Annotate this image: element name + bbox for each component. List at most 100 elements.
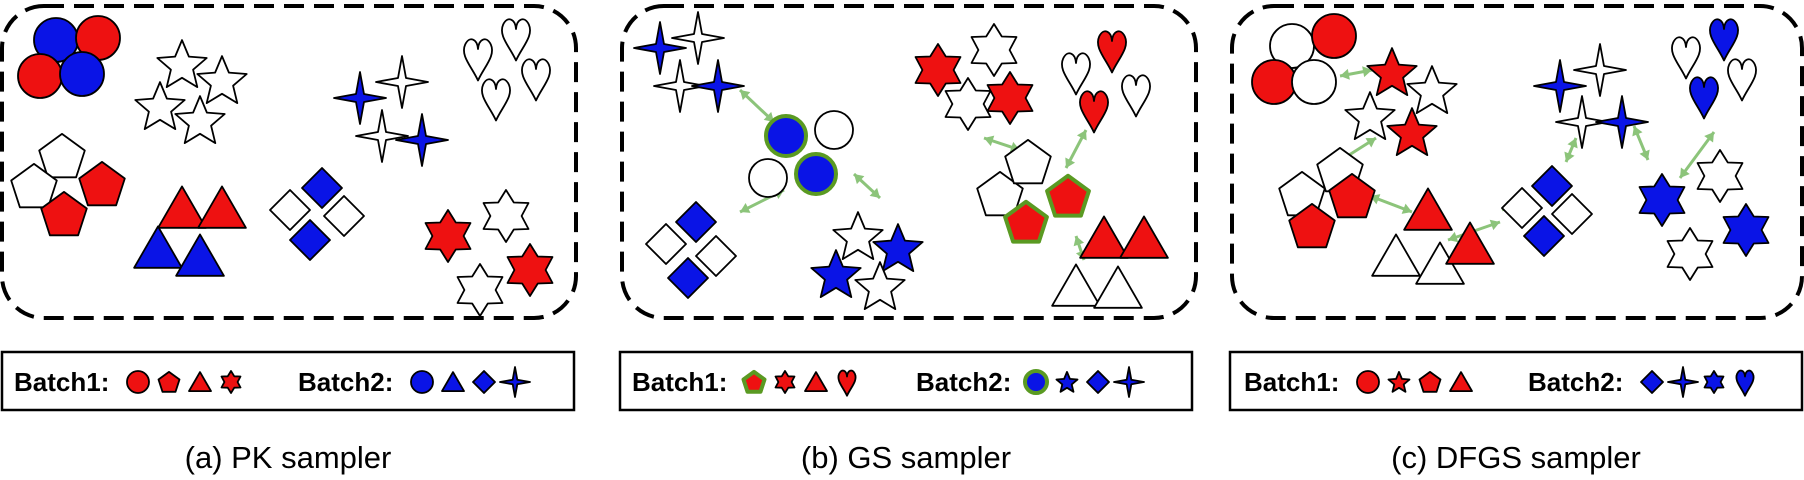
red-pentagon-sample xyxy=(1045,173,1091,218)
white-star6-sample xyxy=(944,77,992,131)
white-heart-sample xyxy=(463,38,493,82)
white-star6-sample xyxy=(1696,149,1744,203)
red-pentagon-sample xyxy=(40,190,88,237)
blue-star4-sample xyxy=(691,59,745,113)
gs-batch2-blue-diamond-icon xyxy=(1086,370,1110,394)
white-star5-sample xyxy=(174,95,226,145)
gs-legend-box xyxy=(618,350,1194,412)
blue-diamond-sample xyxy=(667,257,709,299)
gs-batch1-red-star6-icon xyxy=(774,370,796,394)
similarity-arrow xyxy=(1064,129,1088,169)
white-heart-sample xyxy=(521,58,551,102)
white-heart-sample xyxy=(501,18,531,62)
red-pentagon-sample xyxy=(78,160,126,207)
dfgs-batch2-blue-star6-icon xyxy=(1703,370,1725,394)
blue-star4-sample xyxy=(333,71,387,125)
dfgs-batch1-red-star5-icon xyxy=(1387,370,1411,393)
gs-batch2-blue-star4-icon xyxy=(1113,366,1145,398)
red-triangle-sample xyxy=(1445,221,1495,265)
similarity-arrow xyxy=(1678,131,1716,179)
dfgs-batch2-blue-diamond-icon xyxy=(1640,370,1664,394)
red-heart-sample xyxy=(1097,30,1127,74)
pk-batch2-label: Batch2: xyxy=(298,367,393,397)
white-heart-sample xyxy=(1121,74,1151,118)
red-triangle-sample xyxy=(1079,215,1129,259)
pk-legend-box xyxy=(0,350,576,412)
dfgs-batch1-red-triangle-icon xyxy=(1449,371,1473,393)
white-heart-sample xyxy=(1671,36,1701,80)
white-pentagon-sample xyxy=(10,162,58,209)
similarity-arrow xyxy=(738,88,776,124)
blue-diamond-sample xyxy=(1523,215,1565,257)
blue-star4-sample xyxy=(1533,59,1587,113)
blue-circle-sample xyxy=(59,51,105,97)
white-star6-sample xyxy=(1666,227,1714,281)
similarity-arrow xyxy=(852,172,882,200)
red-triangle-sample xyxy=(1119,215,1169,259)
dfgs-batch1-red-circle-icon xyxy=(1356,370,1380,394)
blue-heart-sample xyxy=(1709,18,1739,62)
white-circle-sample xyxy=(748,158,788,198)
dfgs-batch2-blue-star4-icon xyxy=(1667,366,1699,398)
white-star5-sample xyxy=(1344,91,1396,141)
red-triangle-sample xyxy=(197,185,247,229)
white-star4-sample xyxy=(375,55,429,109)
blue-star4-sample xyxy=(395,113,449,167)
similarity-arrow xyxy=(1339,66,1373,80)
white-diamond-sample xyxy=(1551,193,1593,235)
dfgs-batch1-label: Batch1: xyxy=(1244,367,1339,397)
panel-frames xyxy=(0,4,1804,412)
blue-star5-sample xyxy=(810,249,862,299)
red-heart-sample xyxy=(1079,90,1109,134)
dfgs-batch2-blue-heart-icon xyxy=(1735,369,1755,397)
pk-batch1-red-pentagon-icon xyxy=(157,370,181,393)
white-pentagon-sample xyxy=(1004,138,1052,185)
pk-batch2-blue-triangle-icon xyxy=(441,371,465,393)
gs-batch2-label: Batch2: xyxy=(916,367,1011,397)
white-pentagon-sample xyxy=(976,170,1024,217)
white-star5-sample xyxy=(1406,65,1458,114)
red-star6-sample xyxy=(424,209,472,263)
gs-batch2-blue-circle-icon xyxy=(1023,369,1049,395)
white-diamond-sample xyxy=(645,223,687,265)
white-star5-sample xyxy=(134,81,186,131)
pk-caption: (a) PK sampler xyxy=(185,440,392,475)
blue-star6-sample xyxy=(1638,173,1686,227)
similarity-arrow xyxy=(1564,137,1578,163)
gs-batch1-label: Batch1: xyxy=(632,367,727,397)
gs-batch1-red-heart-icon xyxy=(837,369,857,397)
pk-batch1-red-circle-icon xyxy=(126,370,150,394)
white-star6-sample xyxy=(970,23,1018,77)
pk-batch2-blue-diamond-icon xyxy=(472,370,496,394)
blue-diamond-sample xyxy=(1531,165,1573,207)
white-star4-sample xyxy=(1555,95,1609,149)
white-star5-sample xyxy=(196,55,248,104)
gs-batch1-red-triangle-icon xyxy=(804,371,828,393)
blue-heart-sample xyxy=(1689,76,1719,120)
blue-diamond-sample xyxy=(289,219,331,261)
pk-scatter-frame xyxy=(0,4,578,320)
white-star4-sample xyxy=(653,59,707,113)
white-heart-sample xyxy=(481,78,511,122)
white-pentagon-sample xyxy=(38,132,86,179)
red-triangle-sample xyxy=(157,185,207,229)
dfgs-legend-box xyxy=(1228,350,1804,412)
pk-batch2-blue-circle-icon xyxy=(410,370,434,394)
dfgs-batch1-red-pentagon-icon xyxy=(1418,370,1442,393)
white-circle-sample xyxy=(814,110,854,150)
dfgs-batch2-label: Batch2: xyxy=(1528,367,1623,397)
red-star6-sample xyxy=(506,243,554,297)
white-diamond-sample xyxy=(323,195,365,237)
red-circle-sample xyxy=(17,53,63,99)
dfgs-caption: (c) DFGS sampler xyxy=(1391,440,1641,475)
pk-batch1-label: Batch1: xyxy=(14,367,109,397)
white-star6-sample xyxy=(482,189,530,243)
pk-batch2-blue-star4-icon xyxy=(499,366,531,398)
pk-batch1-red-star6-icon xyxy=(220,370,242,394)
white-star4-sample xyxy=(1573,43,1627,97)
blue-star5-sample xyxy=(872,223,924,273)
blue-star6-sample xyxy=(1722,203,1770,257)
dfgs-scatter-frame xyxy=(1230,4,1804,320)
white-circle-sample xyxy=(1291,59,1337,105)
white-star4-sample xyxy=(671,11,725,65)
